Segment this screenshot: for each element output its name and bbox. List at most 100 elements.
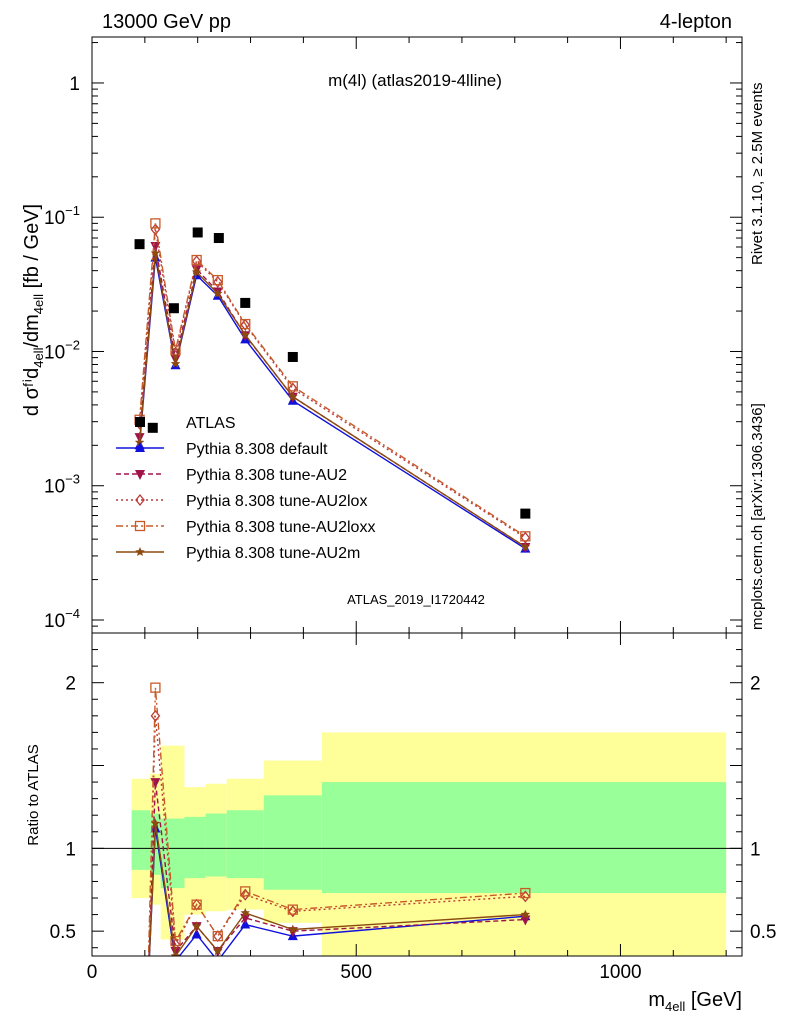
y-tick-label: 10−1 xyxy=(44,203,80,229)
side-text-bottom: mcplots.cern.ch [arXiv:1306.3436] xyxy=(749,403,766,630)
ratio-marker-AU2lox xyxy=(240,888,251,901)
data-point-atlas xyxy=(287,351,298,362)
ratio-marker-AU2loxx xyxy=(191,899,202,910)
band-inner-bin xyxy=(321,782,727,894)
watermark: ATLAS_2019_I1720442 xyxy=(347,592,485,607)
ratio-marker-AU2m xyxy=(288,924,298,934)
ratio-marker-AU2loxx xyxy=(240,886,251,897)
band-inner-bin xyxy=(184,816,206,879)
ratio-line-default xyxy=(148,828,526,956)
band-inner-bin xyxy=(131,810,151,870)
x-label-sub: 4ell xyxy=(665,999,685,1014)
band-inner-bin xyxy=(205,813,227,877)
plot-title: m(4l) (atlas2019-4lline) xyxy=(328,71,502,90)
ratio-frame xyxy=(91,632,743,957)
legend-label-AU2lox: Pythia 8.308 tune-AU2lox xyxy=(186,493,367,510)
line-default xyxy=(138,257,526,550)
axes: 0 500 1000 1 10−1 10−2 10−3 10−4 0.5 0.5 1 1 2 2 xyxy=(44,36,776,983)
main-lines xyxy=(134,218,531,553)
y-tick-label: 10−4 xyxy=(44,606,80,632)
data-point-atlas xyxy=(147,422,158,433)
ratio-y-tick-label-right: 1 xyxy=(750,839,761,860)
ratio-marker-AU2loxx xyxy=(287,904,298,915)
ratio-marker-default xyxy=(191,928,202,939)
band-inner-bin xyxy=(150,813,161,875)
marker-AU2m xyxy=(288,391,298,401)
marker-AU2m xyxy=(191,267,202,277)
data-point-atlas xyxy=(168,303,179,314)
legend-label-atlas: ATLAS xyxy=(186,415,236,432)
legend: ATLAS Pythia 8.308 default Pythia 8.308 tu… xyxy=(116,415,375,562)
data-point-atlas xyxy=(192,227,203,238)
y-label-lead: d σᶠⁱd xyxy=(21,368,43,416)
marker-AU2loxx xyxy=(520,531,531,542)
legend-label-default: Pythia 8.308 default xyxy=(186,441,328,458)
data-point-atlas xyxy=(213,233,224,244)
data-point-atlas xyxy=(240,297,251,308)
ratio-marker-AU2m xyxy=(213,946,223,956)
band-inner-bin xyxy=(226,810,264,879)
legend-marker-AU2m xyxy=(135,547,145,557)
marker-AU2loxx xyxy=(287,381,298,392)
marker-AU2loxx xyxy=(150,218,161,229)
marker-AU2lox xyxy=(240,318,251,331)
data-point-atlas xyxy=(520,508,531,519)
x-tick-label: 1000 xyxy=(599,962,641,983)
y-axis-label-ratio: Ratio to ATLAS xyxy=(25,744,42,845)
marker-AU2loxx xyxy=(240,318,251,330)
band-inner-bin xyxy=(263,795,322,890)
x-label-unit: [GeV] xyxy=(691,989,742,1011)
header-right: 4-lepton xyxy=(660,11,732,33)
marker-AU2loxx xyxy=(191,254,202,266)
legend-label-AU2loxx: Pythia 8.308 tune-AU2loxx xyxy=(186,519,375,536)
ratio-marker-AU2m xyxy=(520,909,531,919)
marker-AU2m xyxy=(213,288,223,298)
marker-AU2lox xyxy=(212,275,223,288)
ratio-marker-AU2m xyxy=(240,907,251,917)
ratio-marker-AU2m xyxy=(191,921,202,931)
line-AU2lox xyxy=(138,229,526,539)
ratio-y-tick-label: 2 xyxy=(65,674,76,695)
ratio-line-AU2loxx xyxy=(147,687,526,956)
marker-AU2m xyxy=(520,541,531,551)
x-label-main: m xyxy=(648,989,665,1011)
ratio-marker-AU2loxx xyxy=(170,935,181,947)
marker-AU2loxx xyxy=(212,274,223,286)
y-tick-label: 10−2 xyxy=(44,337,80,363)
marker-AU2m xyxy=(170,358,181,368)
legend-marker-AU2loxx xyxy=(134,520,146,532)
marker-AU2lox xyxy=(191,255,202,268)
ratio-marker-AU2m xyxy=(150,818,161,828)
legend-label-AU2m: Pythia 8.308 tune-AU2m xyxy=(186,545,360,562)
ratio-y-tick-label: 1 xyxy=(65,839,76,860)
x-tick-label: 500 xyxy=(340,962,372,983)
y-axis-label-top: d σᶠⁱd4ell/dm4ell [fb / GeV] xyxy=(21,204,46,416)
marker-AU2m xyxy=(240,329,251,339)
ratio-line-AU2m xyxy=(148,823,526,956)
legend-marker-default xyxy=(135,442,145,452)
ratio-y-tick-label-right: 0.5 xyxy=(750,922,776,943)
header-left: 13000 GeV pp xyxy=(102,11,231,33)
y-tick-label: 10−3 xyxy=(44,472,80,498)
legend-label-AU2: Pythia 8.308 tune-AU2 xyxy=(186,467,347,484)
legend-marker-AU2 xyxy=(135,470,145,480)
ratio-y-tick-label-right: 2 xyxy=(750,674,761,695)
marker-AU2m xyxy=(134,437,145,447)
x-axis-label: m4ell [GeV] xyxy=(648,989,742,1014)
ratio-marker-AU2loxx xyxy=(150,682,161,693)
y-label-sub: 4ell xyxy=(31,347,46,367)
ratio-marker-AU2lox xyxy=(520,890,531,903)
marker-AU2loxx xyxy=(170,345,181,356)
legend-marker-atlas xyxy=(135,417,145,427)
y-tick-label: 1 xyxy=(69,74,80,95)
marker-AU2m xyxy=(150,248,161,258)
ratio-lines xyxy=(147,682,531,956)
ratio-marker-AU2loxx xyxy=(212,930,223,942)
x-tick-label: 0 xyxy=(87,962,98,983)
ratio-marker-AU2m xyxy=(170,951,181,956)
ratio-marker-AU2loxx xyxy=(520,887,531,899)
ratio-y-tick-label: 0.5 xyxy=(50,922,76,943)
main-frame xyxy=(91,36,743,634)
line-AU2m xyxy=(138,253,526,548)
